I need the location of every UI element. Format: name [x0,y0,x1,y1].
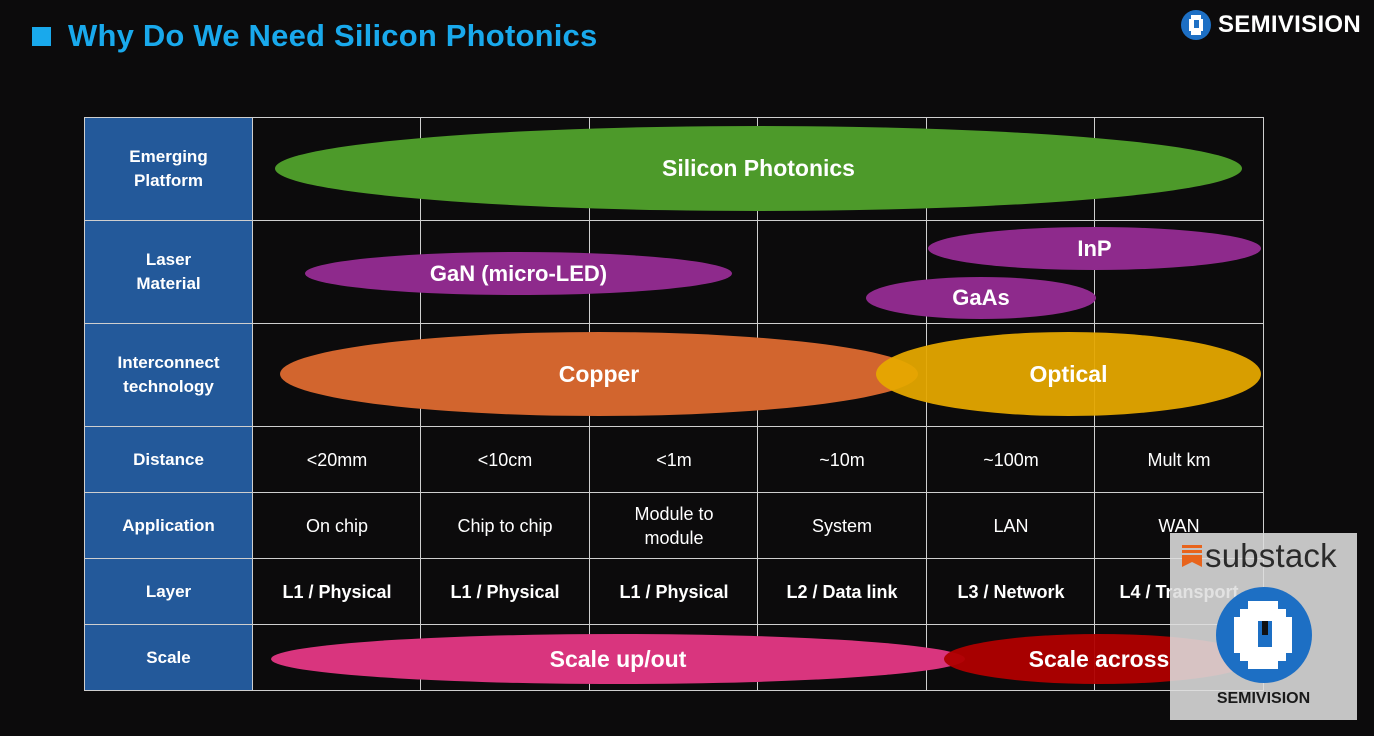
row-header-application: Application [85,493,252,558]
inp-label: InP [1077,235,1112,261]
title-bullet-square [32,27,51,46]
grid-line [84,624,1264,625]
silicon-photonics-ellipse: Silicon Photonics [275,126,1242,211]
layer-cell: L1 / Physical [282,581,392,602]
substack-wordmark: substack [1182,537,1337,575]
grid-line [84,117,85,691]
optical-ellipse: Optical [876,332,1261,416]
grid-line [84,690,1264,691]
application-cell: System [811,515,872,536]
semivision-badge-icon [1216,587,1312,683]
distance-cell: <20mm [306,449,368,470]
gan-ellipse: GaN (micro-LED) [305,252,732,295]
inp-ellipse: InP [928,227,1261,270]
layer-cell: L1 / Physical [450,581,560,602]
application-cell: LAN [993,515,1029,536]
application-cell: On chip [305,515,369,536]
grid-line [252,117,253,691]
semivision-logo-icon [1181,10,1211,40]
application-cell: WAN [1158,515,1200,536]
distance-cell: Mult km [1147,449,1211,470]
row-header-emerging-platform: Emerging Platform [85,118,252,220]
grid-line [84,220,1264,221]
grid-line [84,492,1264,493]
row-header-interconnect-technology: Interconnect technology [85,324,252,426]
row-header-distance: Distance [85,427,252,492]
layer-cell: L2 / Data link [786,581,898,602]
badge-brand-name: SEMIVISION [1216,690,1311,707]
application-cell: Chip to chip [457,515,553,536]
gaas-ellipse: GaAs [866,277,1096,319]
grid-line [84,117,1264,118]
distance-cell: ~100m [983,449,1039,470]
grid-line [1263,117,1264,691]
brand-name: SEMIVISION [1218,11,1362,38]
page-title: Why Do We Need Silicon Photonics [68,18,598,53]
distance-cell: <1m [656,449,692,470]
grid-line [84,323,1264,324]
row-header-laser-material: Laser Material [85,221,252,323]
distance-cell: ~10m [819,449,865,470]
grid-line [84,558,1264,559]
copper-ellipse: Copper [280,332,918,416]
substack-watermark: substack SEMIVISION [1170,533,1357,720]
grid-line [926,117,927,691]
layer-cell: L3 / Network [957,581,1065,602]
application-cell: Module to module [634,503,714,548]
substack-icon [1182,545,1202,567]
distance-cell: <10cm [477,449,533,470]
layer-cell: L1 / Physical [619,581,729,602]
scale-up-out-ellipse: Scale up/out [271,634,965,684]
row-header-layer: Layer [85,559,252,624]
substack-text: substack [1205,537,1337,574]
row-header-scale: Scale [85,625,252,690]
brand-logo: SEMIVISION [1180,7,1361,43]
grid-line [84,426,1264,427]
